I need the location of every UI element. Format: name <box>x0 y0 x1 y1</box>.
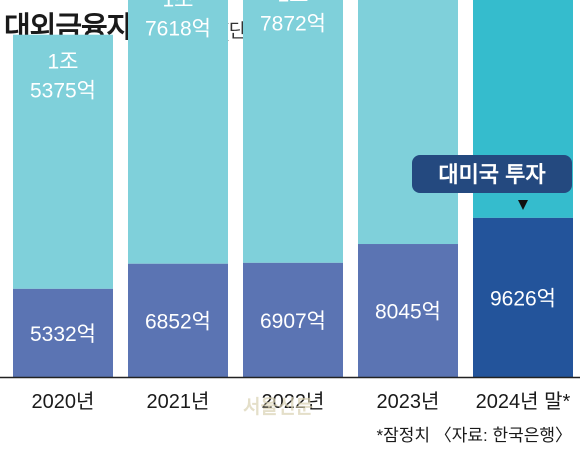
label-other-line2-0: 5375억 <box>30 80 96 103</box>
category-label-3: 2023년 <box>377 390 440 413</box>
watermark-logo: 서울신문 <box>243 397 313 418</box>
bar-us-4 <box>473 217 573 377</box>
label-other-line2-2: 7872억 <box>260 12 326 35</box>
label-other-line1-0: 1조 <box>48 51 79 74</box>
callout-box <box>412 155 572 193</box>
category-label-4: 2024년 말* <box>476 390 571 413</box>
callout-pointer <box>518 200 528 210</box>
bar-us-2 <box>243 262 343 377</box>
label-us-1: 6852억 <box>145 310 211 333</box>
label-us-0: 5332억 <box>30 323 96 346</box>
bar-other-3 <box>358 0 458 245</box>
bar-us-0 <box>13 288 113 377</box>
label-other-line1-2: 1조 <box>278 0 309 6</box>
label-us-3: 8045억 <box>375 301 441 324</box>
category-label-1: 2021년 <box>147 390 210 413</box>
label-other-line1-1: 1조 <box>163 0 194 12</box>
label-other-line2-1: 7618억 <box>145 18 211 41</box>
bar-other-2 <box>243 0 343 263</box>
label-us-4: 9626억 <box>490 287 556 310</box>
label-us-2: 6907억 <box>260 310 326 333</box>
category-label-2: 2022년 <box>262 390 325 413</box>
bar-other-0 <box>13 34 113 289</box>
bar-us-3 <box>358 244 458 377</box>
source-note: *잠정치 〈자료: 한국은행〉 <box>376 426 572 445</box>
bar-other-1 <box>128 0 228 264</box>
category-label-0: 2020년 <box>32 390 95 413</box>
callout-label: 대미국 투자 <box>438 162 546 187</box>
bar-us-1 <box>128 263 228 377</box>
